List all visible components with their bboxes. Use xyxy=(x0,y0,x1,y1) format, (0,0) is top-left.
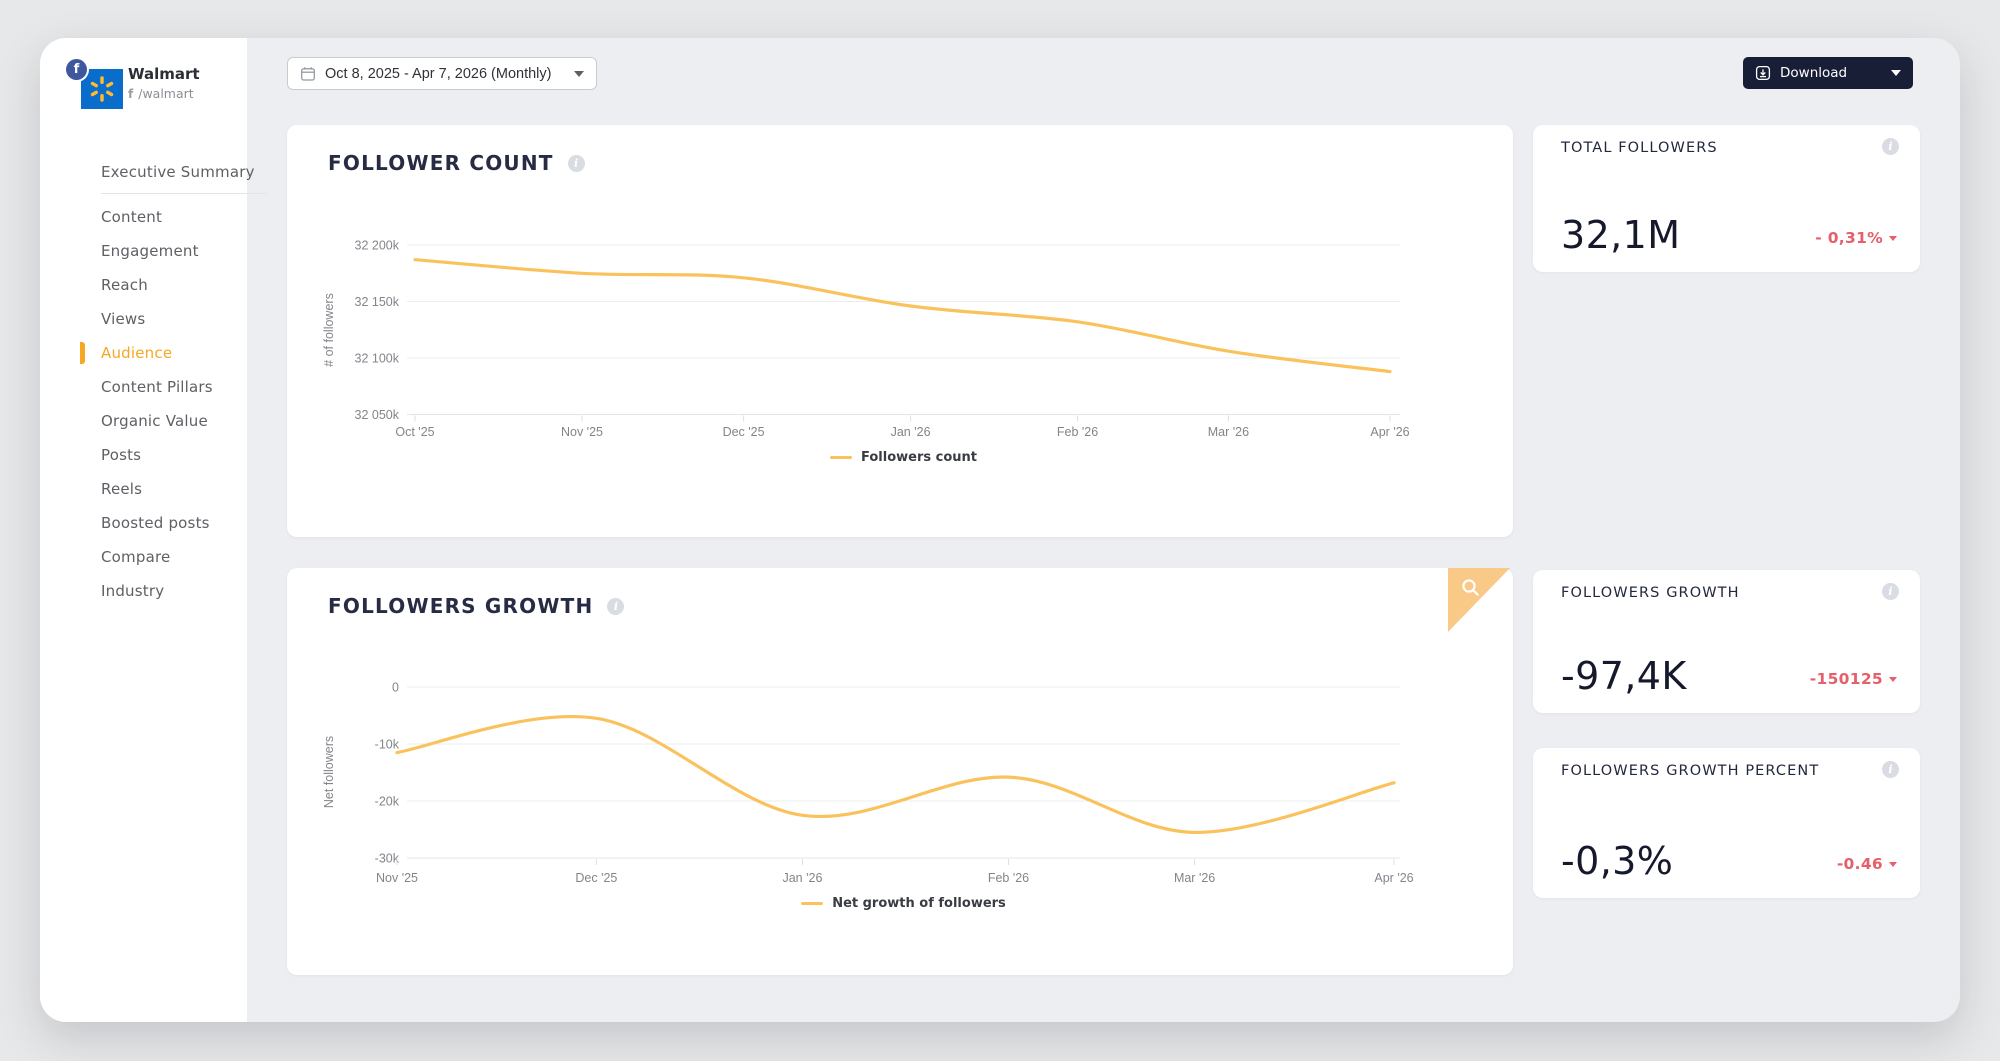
x-tick-label: Mar '26 xyxy=(1208,425,1249,439)
sidebar-item-reels[interactable]: Reels xyxy=(101,480,143,498)
sidebar-item-content-pillars[interactable]: Content Pillars xyxy=(101,378,213,396)
download-icon xyxy=(1755,65,1771,81)
legend-label: Followers count xyxy=(861,450,977,465)
y-tick-label: 32 050k xyxy=(355,408,400,422)
y-axis-title: # of followers xyxy=(322,293,336,367)
total-followers-delta[interactable]: - 0,31% xyxy=(1815,229,1897,247)
sidebar-nav: Executive Summary Content Engagement Rea… xyxy=(80,155,287,608)
x-tick-label: Feb '26 xyxy=(988,871,1029,885)
chevron-down-icon xyxy=(574,70,585,77)
stat-title: FOLLOWERS GROWTH PERCENT xyxy=(1561,763,1820,779)
info-icon[interactable]: i xyxy=(1882,583,1899,600)
y-axis-title: Net followers xyxy=(322,736,336,808)
chart-title: FOLLOWERS GROWTH xyxy=(328,594,594,618)
x-tick-label: Nov '25 xyxy=(376,871,418,885)
x-tick-label: Jan '26 xyxy=(891,425,931,439)
info-icon[interactable]: i xyxy=(1882,138,1899,155)
followers-growth-header: FOLLOWERS GROWTH i xyxy=(328,594,625,618)
profile-handle-text: /walmart xyxy=(138,86,194,101)
sidebar-item-posts[interactable]: Posts xyxy=(101,446,142,464)
x-tick-label: Dec '25 xyxy=(575,871,617,885)
walmart-logo xyxy=(81,69,123,109)
follower-count-card: FOLLOWER COUNT i 32 200k 32 150k 32 100k 32… xyxy=(287,125,1513,537)
follower-count-header: FOLLOWER COUNT i xyxy=(328,151,585,175)
y-tick-label: 32 150k xyxy=(355,295,400,309)
followers-growth-value: -97,4K xyxy=(1561,654,1687,698)
profile-handle: f /walmart xyxy=(128,86,194,101)
sidebar-item-engagement[interactable]: Engagement xyxy=(101,242,199,260)
info-icon[interactable]: i xyxy=(607,597,625,615)
y-tick-label: -10k xyxy=(375,738,400,752)
delta-text: - 0,31% xyxy=(1815,229,1883,247)
sidebar-item-views[interactable]: Views xyxy=(101,310,146,328)
followers-growth-percent-card: FOLLOWERS GROWTH PERCENT i -0,3% -0.46 xyxy=(1533,748,1920,898)
y-tick-label: 32 100k xyxy=(355,352,400,366)
legend-label: Net growth of followers xyxy=(832,896,1006,911)
x-tick-label: Feb '26 xyxy=(1057,425,1098,439)
chevron-down-icon xyxy=(1891,70,1901,76)
x-tick-label: Jan '26 xyxy=(782,871,822,885)
walmart-spark-icon xyxy=(90,76,114,102)
delta-text: -0.46 xyxy=(1836,855,1883,873)
x-tick-label: Mar '26 xyxy=(1174,871,1215,885)
followers-growth-plot[interactable]: 0 -10k -20k -30k Nov '25 Dec '25 Jan '26 Feb '2… xyxy=(287,568,1513,975)
y-tick-label: -20k xyxy=(375,795,400,809)
x-tick-label: Apr '26 xyxy=(1374,871,1413,885)
download-label: Download xyxy=(1780,65,1848,81)
x-tick-label: Apr '26 xyxy=(1370,425,1409,439)
profile-header[interactable]: f Walmart f /walmart xyxy=(60,52,240,112)
followers-growth-card: FOLLOWERS GROWTH i 0 -10k -20k -30k Nov '25 D… xyxy=(287,568,1513,975)
sidebar-item-reach[interactable]: Reach xyxy=(101,276,148,294)
info-icon[interactable]: i xyxy=(567,154,585,172)
x-tick-label: Oct '25 xyxy=(395,425,434,439)
x-tick-label: Nov '25 xyxy=(561,425,603,439)
stat-title: TOTAL FOLLOWERS xyxy=(1561,140,1718,156)
sidebar-item-audience[interactable]: Audience xyxy=(80,336,287,370)
follower-count-plot[interactable]: 32 200k 32 150k 32 100k 32 050k Oct '25 Nov '… xyxy=(287,125,1513,537)
legend-line-swatch xyxy=(801,902,824,905)
chart-title: FOLLOWER COUNT xyxy=(328,151,554,175)
y-tick-label: 32 200k xyxy=(355,239,400,253)
sidebar-item-industry[interactable]: Industry xyxy=(101,582,165,600)
followers-growth-percent-value: -0,3% xyxy=(1561,839,1674,883)
date-range-select[interactable]: Oct 8, 2025 - Apr 7, 2026 (Monthly) xyxy=(287,57,598,90)
total-followers-value: 32,1M xyxy=(1561,213,1681,257)
stat-title: FOLLOWERS GROWTH xyxy=(1561,585,1740,601)
total-followers-card: TOTAL FOLLOWERS i 32,1M - 0,31% xyxy=(1533,125,1920,272)
triangle-down-icon xyxy=(1889,676,1897,682)
sidebar-item-boosted-posts[interactable]: Boosted posts xyxy=(101,514,210,532)
followers-growth-delta[interactable]: -150125 xyxy=(1810,670,1897,688)
legend-net-growth[interactable]: Net growth of followers xyxy=(407,896,1400,911)
triangle-down-icon xyxy=(1889,861,1897,867)
y-tick-label: 0 xyxy=(392,681,399,695)
x-tick-label: Dec '25 xyxy=(723,425,765,439)
sidebar-item-organic-value[interactable]: Organic Value xyxy=(101,412,208,430)
info-icon[interactable]: i xyxy=(1882,761,1899,778)
delta-text: -150125 xyxy=(1809,670,1883,688)
calendar-icon xyxy=(301,66,315,81)
triangle-down-icon xyxy=(1889,235,1897,241)
facebook-badge-icon: f xyxy=(66,59,87,80)
magnifier-icon xyxy=(1462,579,1479,596)
facebook-icon: f xyxy=(128,86,134,101)
sidebar-item-compare[interactable]: Compare xyxy=(101,548,171,566)
download-button[interactable]: Download xyxy=(1743,57,1913,89)
sidebar-item-content[interactable]: Content xyxy=(101,208,163,226)
date-range-label: Oct 8, 2025 - Apr 7, 2026 (Monthly) xyxy=(325,65,552,82)
followers-growth-stat-card: FOLLOWERS GROWTH i -97,4K -150125 xyxy=(1533,570,1920,713)
sidebar-item-executive-summary[interactable]: Executive Summary xyxy=(101,163,255,181)
profile-name: Walmart xyxy=(128,65,200,83)
y-tick-label: -30k xyxy=(375,852,400,866)
nav-divider xyxy=(101,193,266,194)
series-line xyxy=(413,258,1392,374)
series-line xyxy=(395,714,1396,835)
legend-followers-count[interactable]: Followers count xyxy=(407,450,1400,465)
sidebar: f Walmart f /walmart xyxy=(40,38,266,1022)
legend-line-swatch xyxy=(830,456,852,459)
followers-growth-percent-delta[interactable]: -0.46 xyxy=(1837,855,1897,873)
